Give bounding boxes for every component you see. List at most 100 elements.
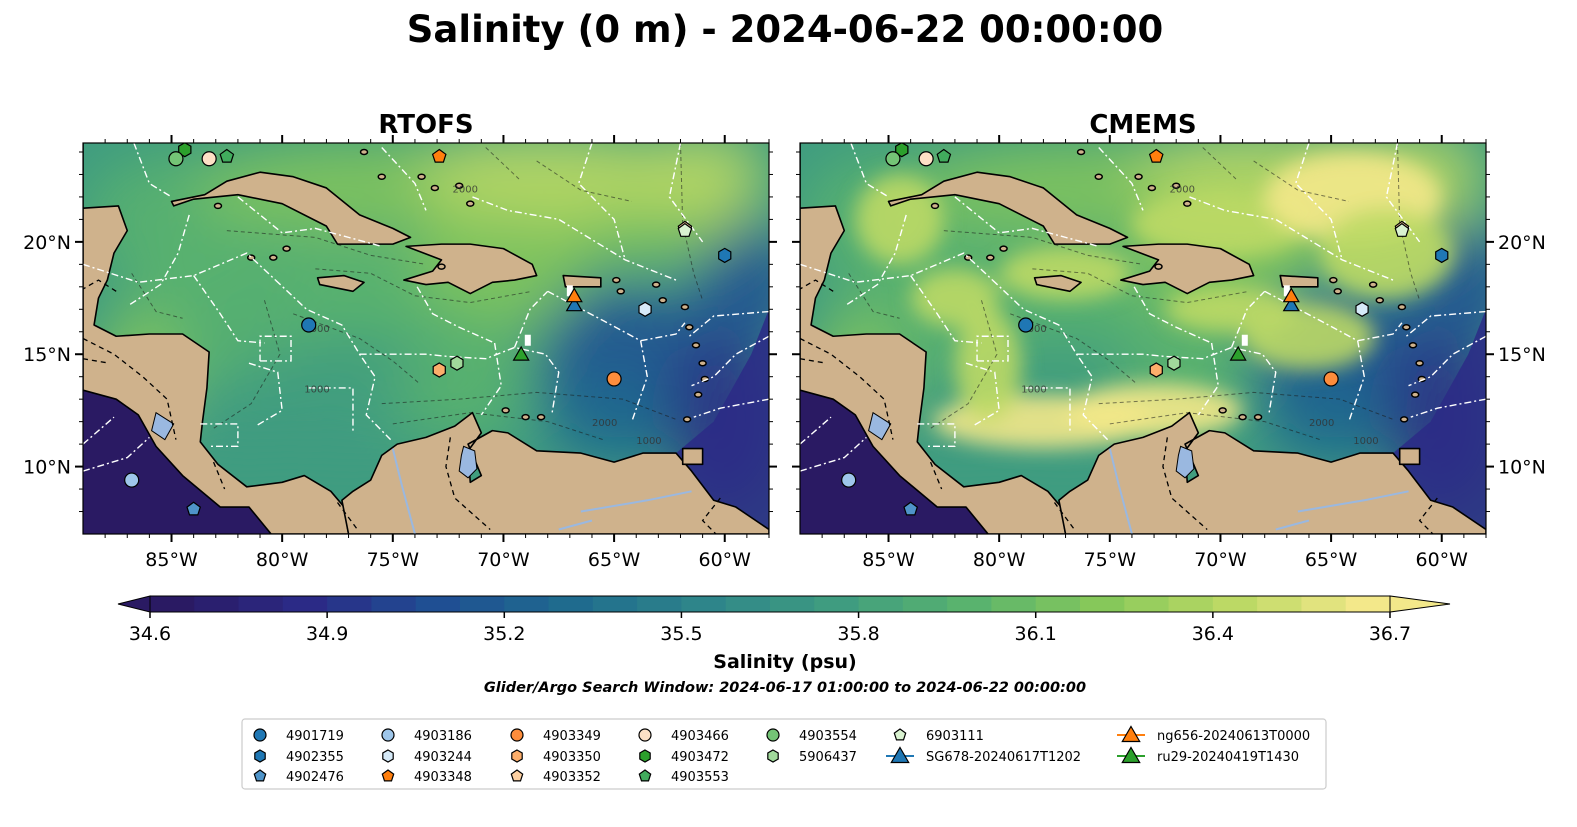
islet [616, 288, 625, 295]
islet [1402, 324, 1411, 331]
bathymetry-contour [293, 313, 420, 384]
colorbar-segment [415, 596, 461, 612]
atlantic-plume [1393, 309, 1486, 530]
lon-tick-label: 60°W [1416, 549, 1469, 571]
legend-marker-4903350 [511, 749, 523, 763]
country-border [1053, 502, 1075, 530]
eez-boundary [577, 143, 626, 261]
islet [1333, 288, 1342, 295]
country-border [800, 337, 894, 440]
colorbar-segment [1080, 596, 1125, 612]
country-border [800, 358, 827, 364]
legend-marker-4902476 [253, 769, 267, 782]
lat-tick-label: 15°N [1498, 344, 1546, 366]
legend-marker-4902355 [254, 749, 266, 763]
eez-boundary [248, 362, 283, 427]
colorbar-tick-label: 34.9 [306, 623, 348, 645]
salinity-patch [855, 174, 944, 265]
colorbar-segment [1345, 596, 1391, 612]
eez-boundary [237, 196, 382, 248]
platform-ng656-20240613T0000 [565, 287, 583, 303]
islet [501, 407, 510, 414]
eez-boundary [259, 335, 292, 362]
platform-ng656-20240613T0000 [1282, 287, 1300, 303]
land-cuba [170, 171, 412, 245]
islet [213, 202, 223, 210]
bathymetry-contour [1202, 147, 1237, 180]
lake [151, 411, 175, 441]
lon-tick-label: 60°W [699, 549, 752, 571]
eez-boundary [1408, 335, 1486, 387]
colorbar-tick-label: 35.8 [837, 623, 879, 645]
islet [1329, 276, 1338, 284]
platform-SG678-20240617T1202 [565, 296, 583, 312]
islet [1238, 413, 1247, 421]
islet [1415, 359, 1424, 367]
land-jamaica [1033, 274, 1082, 293]
legend-label: 4903348 [414, 770, 472, 785]
lon-tick-label: 85°W [145, 549, 198, 571]
colorbar-extend-low [117, 595, 151, 613]
legend-label: 4903186 [414, 729, 472, 744]
contour-label: 1000 [304, 384, 329, 395]
bathymetry-contour [131, 273, 183, 319]
islet [1094, 173, 1103, 180]
platform-4901719 [1018, 317, 1034, 333]
eez-boundary [1294, 143, 1343, 261]
colorbar-segment [947, 596, 993, 612]
islet [986, 254, 995, 261]
bathymetry-contour [392, 412, 604, 441]
legend-marker-ru29-20240419T1430 [1121, 746, 1141, 764]
contour-label: 2000 [1170, 184, 1195, 195]
colorbar-segment [1168, 596, 1214, 612]
colorbar-segment [858, 596, 904, 612]
lon-tick-label: 65°W [588, 549, 641, 571]
legend-marker-4901719 [253, 728, 267, 742]
islet [359, 148, 369, 156]
legend-marker-4903472 [639, 749, 651, 763]
legend-label: 4903349 [543, 729, 601, 744]
contour-label: 2000 [592, 418, 617, 429]
land-south-america [1058, 411, 1486, 534]
legend-label: ru29-20240419T1430 [1157, 750, 1299, 765]
colorbar-segment [991, 596, 1037, 612]
platform-4902476 [903, 501, 919, 516]
bathymetry-contour [1032, 268, 1250, 304]
colorbar-segment [902, 596, 948, 612]
glider-start-marker [1283, 285, 1290, 297]
islet [1134, 173, 1143, 180]
legend-marker-4903349 [510, 728, 524, 742]
colorbar-tick-label: 34.6 [129, 623, 171, 645]
islet [466, 200, 475, 207]
country-border [800, 279, 834, 292]
platform-4902355 [1435, 247, 1449, 264]
contour-label: 1000 [1021, 384, 1046, 395]
country-border [701, 497, 721, 534]
legend-label: 4903352 [543, 770, 601, 785]
colorbar-segment [1301, 596, 1347, 612]
eez-boundary [1410, 398, 1486, 418]
lat-tick-label: 20°N [1498, 232, 1546, 254]
eez-boundary [693, 398, 769, 418]
bathymetry-contour [930, 300, 998, 429]
lake [1175, 445, 1195, 479]
colorbar-extend-high [1389, 595, 1451, 613]
colorbar: 34.6 34.9 35.2 35.5 35.8 36.1 36.4 36.7 [117, 595, 1451, 645]
colorbar-label: Salinity (psu) [713, 651, 856, 673]
colorbar-tick-label: 36.1 [1015, 623, 1057, 645]
eez-boundary [910, 275, 982, 344]
eez-boundary [83, 252, 277, 284]
lon-tick-label: 65°W [1305, 549, 1358, 571]
legend-label: 4902355 [286, 750, 344, 765]
eez-boundary [800, 436, 867, 472]
platform-ru29-20240419T1430 [1229, 345, 1247, 361]
legend-marker-4903348 [381, 769, 395, 782]
eez-boundary [513, 290, 549, 348]
islet [1410, 391, 1420, 398]
eez-boundary [83, 436, 150, 472]
platform-4903186 [124, 472, 140, 488]
bathymetry-contour [315, 268, 533, 304]
figure-title: Salinity (0 m) - 2024-06-22 00:00:00 [407, 8, 1163, 51]
islet [454, 182, 464, 189]
